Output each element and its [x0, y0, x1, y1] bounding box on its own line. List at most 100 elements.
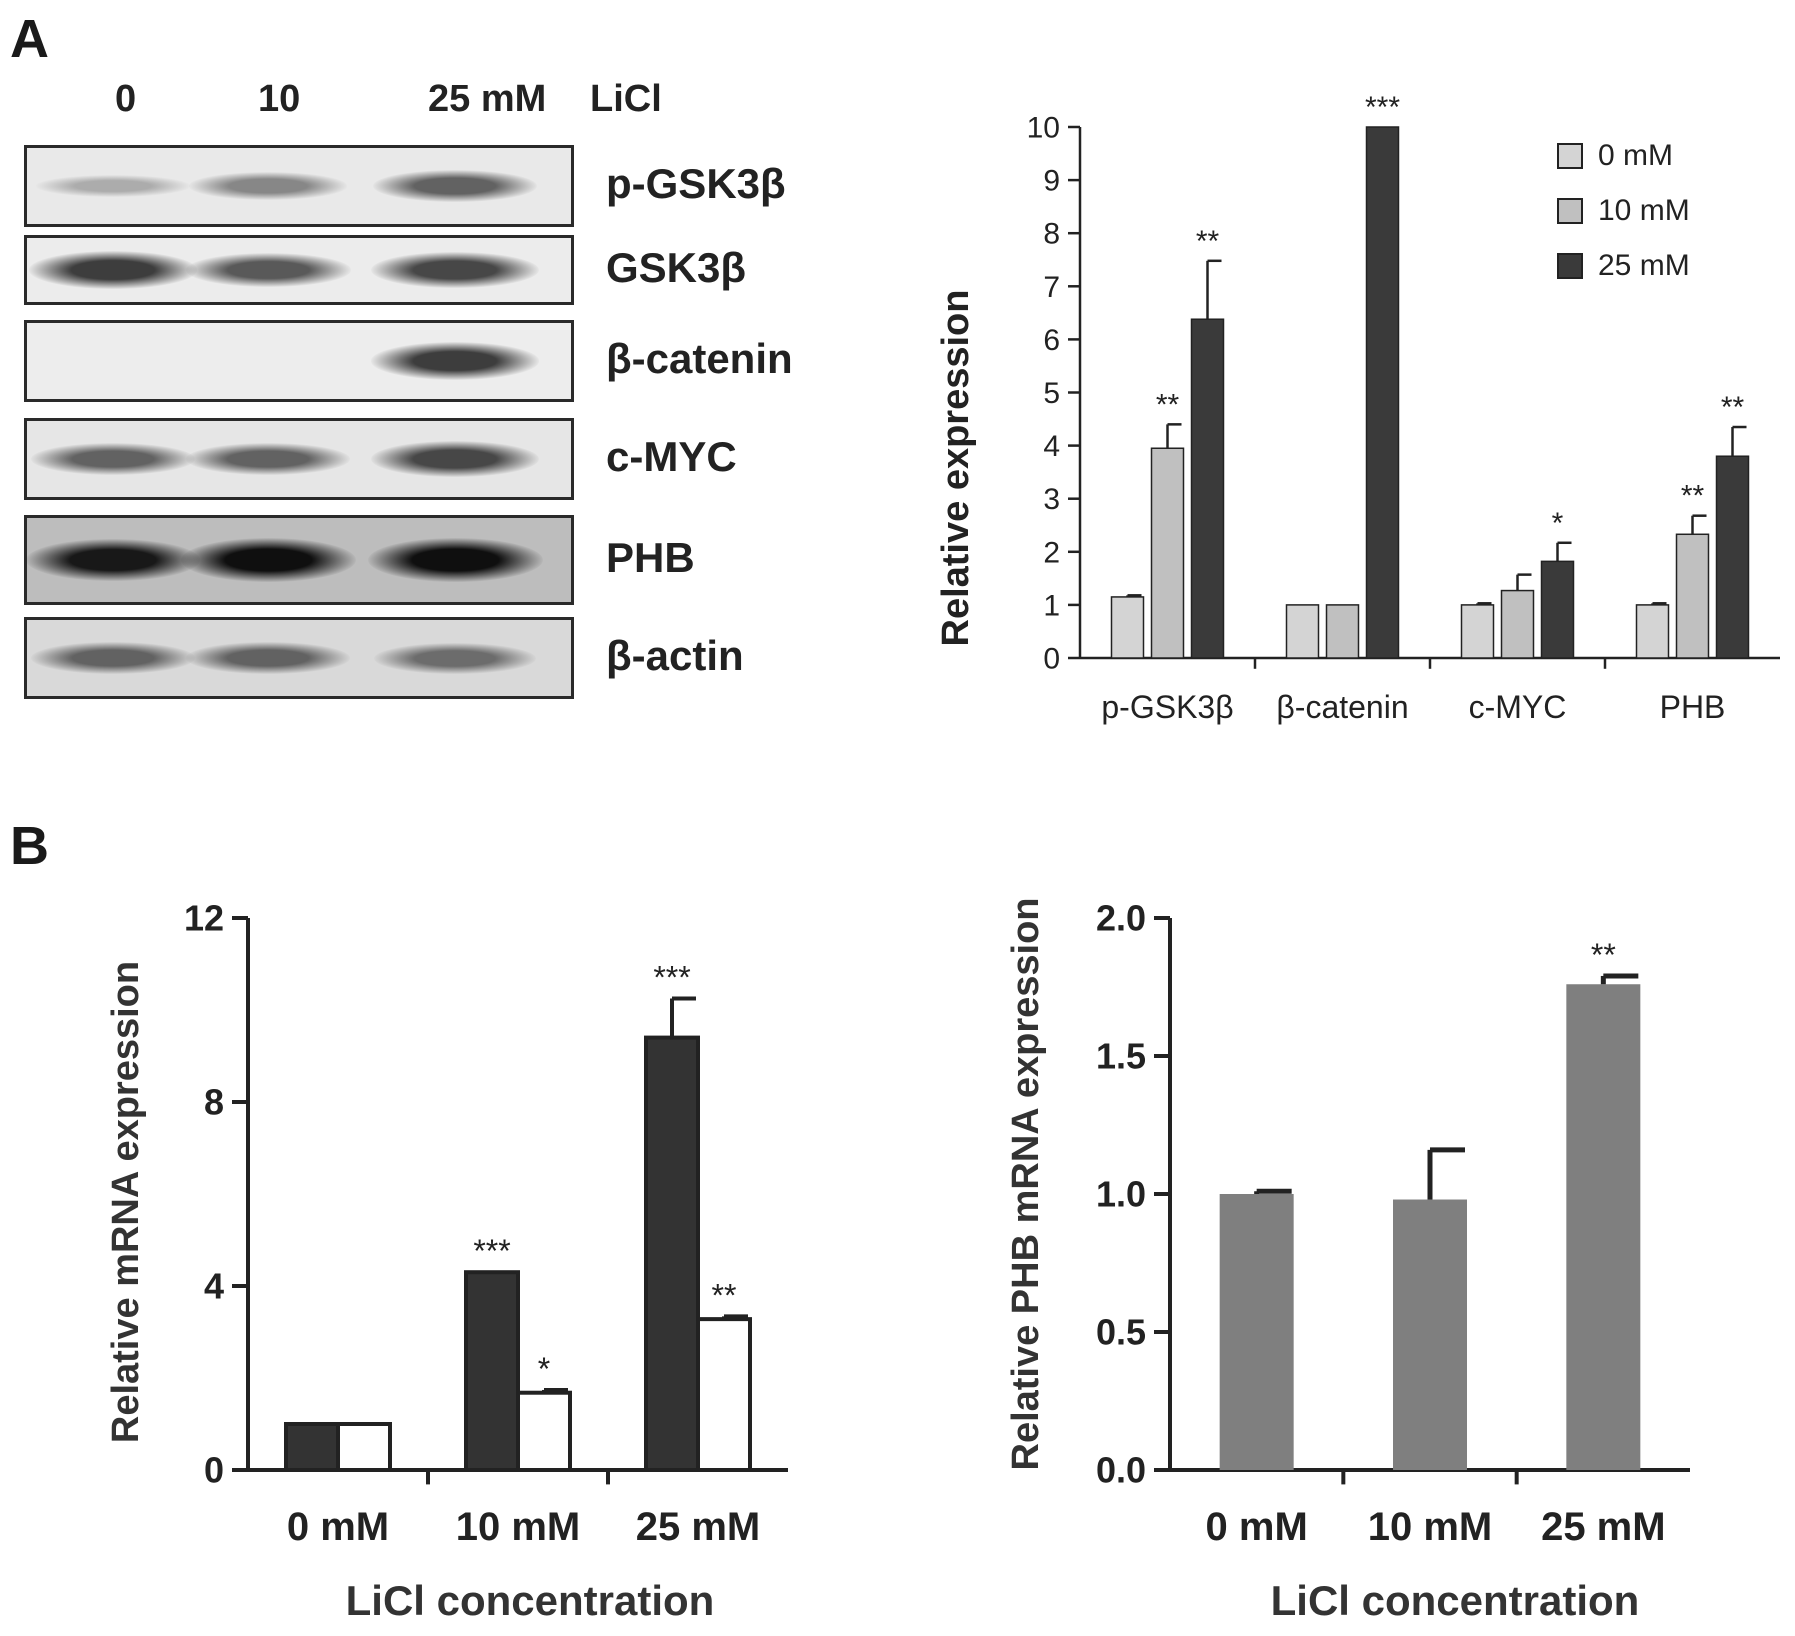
blot-strip: [24, 235, 574, 305]
legend-label: 0 mM: [1598, 139, 1673, 172]
bar: [1715, 455, 1750, 659]
legend-label: 25 mM: [1598, 249, 1690, 282]
y-tick-label: 3: [1043, 483, 1060, 516]
x-category-label: 0 mM: [1206, 1505, 1308, 1549]
legend-swatch: [1557, 253, 1583, 279]
y-tick-label: 7: [1043, 271, 1060, 304]
blot-row-label: β-actin: [606, 632, 744, 679]
chart3-ylabel: Relative PHB mRNA expression: [1005, 897, 1047, 1470]
blot-strip: [24, 617, 574, 699]
y-tick-label: 0: [204, 1450, 224, 1491]
blot-row-label: PHB: [606, 534, 695, 581]
blot-band: [371, 251, 539, 289]
y-tick-label: 2.0: [1096, 898, 1146, 939]
x-category-label: PHB: [1660, 689, 1726, 725]
blot-band: [370, 342, 540, 380]
bar: [1150, 447, 1185, 659]
y-tick-label: 8: [204, 1082, 224, 1123]
phb-mrna-chart: Relative PHB mRNA expression LiCl concen…: [1005, 897, 1690, 1624]
bar: [1540, 560, 1575, 659]
bar: [284, 1422, 340, 1472]
significance-label: ***: [653, 960, 690, 996]
lane-label-0: 0: [115, 78, 137, 120]
bar: [1110, 596, 1145, 659]
blot-band: [373, 169, 537, 203]
bar: [1285, 604, 1320, 659]
y-tick-label: 4: [204, 1266, 224, 1307]
y-tick-label: 5: [1043, 377, 1060, 410]
y-tick-label: 0: [1043, 643, 1060, 676]
bar: [516, 1390, 572, 1472]
y-tick-label: 1: [1043, 589, 1060, 622]
bar: [1219, 1194, 1294, 1470]
y-tick-label: 0.5: [1096, 1312, 1146, 1353]
lane-label-25: 25 mM: [428, 78, 547, 120]
blot-strip: [24, 515, 574, 605]
blot-row-label: β-catenin: [606, 335, 793, 382]
x-category-label: 25 mM: [636, 1505, 761, 1549]
bar: [1675, 533, 1710, 659]
blot-band: [31, 641, 195, 675]
protein-expression-chart: Relative expression 0 1 2 3 4 5 6 7 8 9 10 p-GSK3β *…: [935, 91, 1780, 725]
significance-label: *: [538, 1351, 550, 1387]
bar: [464, 1270, 520, 1473]
bar: [696, 1317, 752, 1472]
bar: [1566, 984, 1641, 1470]
y-tick-label: 4: [1043, 430, 1060, 463]
legend-swatch: [1557, 198, 1583, 224]
blot-band: [180, 538, 356, 582]
significance-label: **: [1196, 225, 1220, 258]
bar: [336, 1422, 392, 1472]
y-tick-label: 12: [184, 898, 224, 939]
blot-band: [188, 172, 348, 200]
lane-label-10: 10: [258, 78, 301, 120]
blot-band: [28, 251, 198, 289]
blot-row-label: GSK3β: [606, 244, 747, 291]
y-tick-label: 1.0: [1096, 1174, 1146, 1215]
x-category-label: 10 mM: [456, 1505, 581, 1549]
y-tick-label: 8: [1043, 218, 1060, 251]
blot-band: [27, 538, 200, 582]
bar: [1325, 604, 1360, 659]
bar: [1460, 604, 1495, 659]
blot-band: [31, 442, 195, 476]
x-category-label: 25 mM: [1541, 1505, 1666, 1549]
significance-label: **: [712, 1277, 737, 1313]
blot-band: [185, 253, 351, 287]
blot-band: [36, 175, 190, 197]
blot-band: [186, 641, 350, 675]
legend-label: 10 mM: [1598, 194, 1690, 227]
mrna-expression-chart: Relative mRNA expression LiCl concentrat…: [105, 898, 788, 1624]
blot-row-label: p-GSK3β: [606, 160, 786, 207]
blot-band: [371, 440, 539, 478]
blot-band: [367, 538, 543, 582]
blot-header: 0 10 25 mM LiCl: [0, 78, 700, 128]
panel-label-b: B: [10, 816, 49, 876]
blot-strip: [24, 418, 574, 500]
y-tick-label: 6: [1043, 324, 1060, 357]
bar: [644, 1035, 700, 1472]
treatment-label: LiCl: [590, 78, 662, 120]
blot-band: [373, 642, 537, 674]
bar: [1635, 604, 1670, 659]
chart2-ylabel: Relative mRNA expression: [105, 961, 147, 1443]
legend-swatch: [1557, 143, 1583, 169]
significance-label: **: [1591, 937, 1616, 973]
bar: [1190, 318, 1225, 659]
blot-strip: [24, 145, 574, 227]
bar: [1393, 1199, 1467, 1470]
blot-band: [186, 442, 350, 476]
y-tick-label: 10: [1027, 112, 1060, 145]
chart2-xlabel: LiCl concentration: [346, 1577, 715, 1624]
bar: [1365, 126, 1400, 659]
x-category-label: c-MYC: [1469, 689, 1567, 725]
chart1-ylabel: Relative expression: [935, 290, 977, 647]
x-category-label: p-GSK3β: [1101, 689, 1233, 725]
chart3-xlabel: LiCl concentration: [1271, 1577, 1640, 1624]
y-tick-label: 2: [1043, 536, 1060, 569]
significance-label: **: [1156, 388, 1180, 421]
significance-label: *: [1552, 507, 1564, 540]
x-category-label: 10 mM: [1368, 1505, 1493, 1549]
x-category-label: β-catenin: [1276, 689, 1408, 725]
panel-label-a: A: [10, 9, 49, 69]
